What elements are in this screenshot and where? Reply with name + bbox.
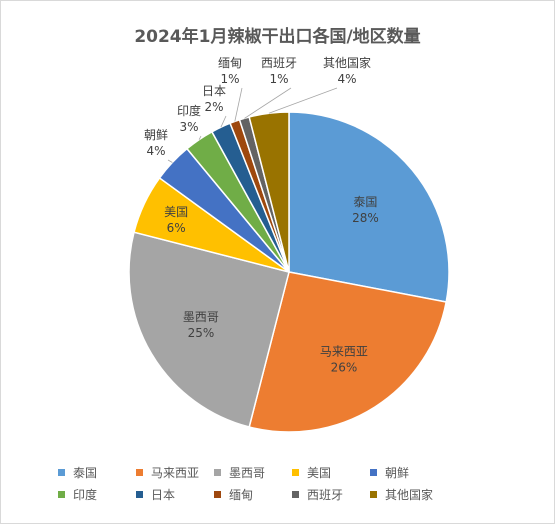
legend-item-西班牙: 西班牙 <box>292 486 370 503</box>
legend-swatch <box>370 490 377 498</box>
data-label-name-日本: 日本 <box>202 84 226 98</box>
legend-item-墨西哥: 墨西哥 <box>214 464 292 481</box>
chart-title: 2024年1月辣椒干出口各国/地区数量 <box>134 27 421 47</box>
legend-label: 朝鲜 <box>385 465 410 480</box>
data-label-name-泰国: 泰国 <box>353 195 377 209</box>
legend-item-美国: 美国 <box>292 464 370 481</box>
legend-item-泰国: 泰国 <box>58 464 136 481</box>
legend-item-朝鲜: 朝鲜 <box>370 464 448 481</box>
chart-legend: 泰国 马来西亚 墨西哥 美国 朝鲜印度 日本 缅甸 西班牙 其他国家 <box>58 462 528 506</box>
legend-swatch <box>292 490 299 498</box>
legend-row: 泰国 马来西亚 墨西哥 美国 朝鲜 <box>58 462 528 482</box>
leader-line-印度 <box>198 135 202 140</box>
data-label-value-缅甸: 1% <box>220 72 239 86</box>
legend-swatch <box>136 490 143 498</box>
data-label-value-西班牙: 1% <box>269 72 288 86</box>
data-label-name-朝鲜: 朝鲜 <box>144 128 168 142</box>
legend-label: 缅甸 <box>229 487 254 502</box>
legend-swatch <box>292 468 299 476</box>
data-label-value-美国: 6% <box>167 221 186 235</box>
data-label-value-墨西哥: 25% <box>188 326 215 340</box>
pie-slice-墨西哥 <box>128 231 290 428</box>
legend-swatch <box>58 468 65 476</box>
legend-swatch <box>214 490 221 498</box>
legend-label: 泰国 <box>73 465 98 480</box>
data-label-name-美国: 美国 <box>164 205 188 219</box>
legend-swatch <box>370 468 377 476</box>
pie-slice-马来西亚 <box>248 271 448 433</box>
legend-item-印度: 印度 <box>58 486 136 503</box>
legend-label: 墨西哥 <box>229 465 266 480</box>
legend-label: 美国 <box>307 465 332 480</box>
leader-line-西班牙 <box>244 87 292 119</box>
leader-line-朝鲜 <box>167 159 173 163</box>
legend-swatch <box>136 468 143 476</box>
data-label-value-其他国家: 4% <box>337 72 356 86</box>
legend-swatch <box>58 490 65 498</box>
legend-label: 其他国家 <box>385 487 434 502</box>
legend-label: 马来西亚 <box>151 465 200 480</box>
data-label-name-缅甸: 缅甸 <box>218 56 242 70</box>
data-label-name-印度: 印度 <box>177 103 201 118</box>
data-label-value-泰国: 28% <box>352 211 379 225</box>
leader-line-其他国家 <box>268 87 338 114</box>
data-label-value-印度: 3% <box>179 120 198 134</box>
legend-swatch <box>214 468 221 476</box>
legend-item-日本: 日本 <box>136 486 214 503</box>
legend-label: 日本 <box>151 487 176 502</box>
legend-item-马来西亚: 马来西亚 <box>136 464 214 481</box>
legend-item-缅甸: 缅甸 <box>214 486 292 503</box>
data-label-name-墨西哥: 墨西哥 <box>183 310 219 324</box>
data-label-value-马来西亚: 26% <box>331 361 358 375</box>
legend-row: 印度 日本 缅甸 西班牙 其他国家 <box>58 484 528 504</box>
data-label-name-其他国家: 其他国家 <box>323 55 371 70</box>
data-label-name-西班牙: 西班牙 <box>261 56 297 70</box>
legend-label: 印度 <box>73 487 98 502</box>
legend-label: 西班牙 <box>307 487 344 502</box>
legend-item-其他国家: 其他国家 <box>370 486 448 503</box>
data-label-value-朝鲜: 4% <box>146 144 165 158</box>
leader-line-缅甸 <box>234 87 243 122</box>
leader-line-日本 <box>220 115 227 128</box>
data-label-value-日本: 2% <box>204 100 223 114</box>
data-label-name-马来西亚: 马来西亚 <box>320 345 368 359</box>
pie-slice-泰国 <box>288 111 450 303</box>
